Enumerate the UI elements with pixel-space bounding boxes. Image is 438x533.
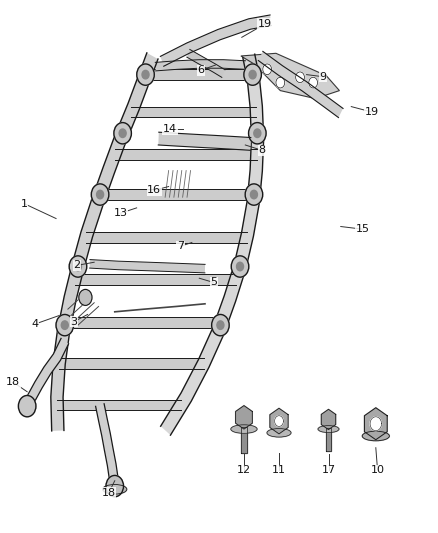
- Circle shape: [244, 64, 261, 85]
- Text: 17: 17: [322, 465, 336, 475]
- Text: 1: 1: [21, 199, 28, 208]
- Circle shape: [254, 129, 261, 138]
- Ellipse shape: [102, 484, 127, 494]
- Text: 8: 8: [258, 146, 265, 155]
- Circle shape: [142, 70, 149, 79]
- Polygon shape: [74, 274, 236, 285]
- Circle shape: [231, 256, 249, 277]
- Text: 3: 3: [70, 317, 77, 327]
- Polygon shape: [95, 404, 118, 481]
- Circle shape: [56, 314, 74, 336]
- Circle shape: [137, 64, 154, 85]
- Circle shape: [74, 262, 81, 271]
- Text: 11: 11: [272, 465, 286, 475]
- Polygon shape: [57, 400, 181, 410]
- Circle shape: [106, 475, 124, 497]
- Text: 15: 15: [356, 224, 370, 234]
- Text: 19: 19: [364, 107, 378, 117]
- Text: 6: 6: [197, 66, 204, 75]
- Polygon shape: [100, 189, 254, 200]
- Polygon shape: [187, 50, 225, 77]
- Circle shape: [212, 314, 229, 336]
- Polygon shape: [115, 149, 257, 160]
- Text: 19: 19: [258, 19, 272, 29]
- Polygon shape: [236, 406, 252, 429]
- Circle shape: [249, 70, 256, 79]
- Polygon shape: [65, 317, 221, 328]
- Polygon shape: [59, 358, 204, 369]
- Circle shape: [237, 262, 244, 271]
- Polygon shape: [275, 416, 283, 426]
- Polygon shape: [370, 417, 381, 431]
- Polygon shape: [161, 54, 264, 435]
- Circle shape: [18, 395, 36, 417]
- Circle shape: [79, 289, 92, 305]
- Text: 18: 18: [6, 377, 20, 387]
- Polygon shape: [26, 338, 69, 404]
- Polygon shape: [90, 260, 205, 273]
- Bar: [241, 427, 247, 453]
- Polygon shape: [86, 232, 247, 243]
- Polygon shape: [364, 408, 387, 440]
- Text: 18: 18: [102, 488, 116, 498]
- Polygon shape: [131, 107, 256, 117]
- Polygon shape: [155, 60, 245, 71]
- Polygon shape: [160, 15, 271, 66]
- Polygon shape: [258, 51, 343, 118]
- Ellipse shape: [231, 425, 257, 433]
- Circle shape: [91, 184, 109, 205]
- Circle shape: [296, 72, 304, 83]
- Text: 14: 14: [163, 124, 177, 134]
- Circle shape: [251, 190, 258, 199]
- Text: 5: 5: [210, 278, 217, 287]
- Polygon shape: [241, 53, 339, 99]
- Circle shape: [276, 77, 285, 88]
- Circle shape: [217, 321, 224, 329]
- Polygon shape: [321, 409, 336, 430]
- Polygon shape: [51, 53, 158, 431]
- Circle shape: [119, 129, 126, 138]
- Text: 9: 9: [320, 72, 327, 82]
- Polygon shape: [158, 132, 251, 150]
- Text: 4: 4: [32, 319, 39, 329]
- Ellipse shape: [267, 429, 291, 437]
- Circle shape: [245, 184, 263, 205]
- Circle shape: [69, 256, 87, 277]
- Circle shape: [249, 123, 266, 144]
- Polygon shape: [145, 69, 253, 80]
- Circle shape: [61, 321, 68, 329]
- Text: 16: 16: [147, 185, 161, 195]
- Text: 2: 2: [73, 261, 80, 270]
- Text: 10: 10: [371, 465, 385, 475]
- Circle shape: [309, 77, 318, 88]
- Polygon shape: [270, 408, 288, 434]
- Text: 12: 12: [237, 465, 251, 475]
- Circle shape: [96, 190, 103, 199]
- Text: 7: 7: [177, 241, 184, 251]
- Bar: [326, 428, 331, 451]
- Text: 13: 13: [113, 208, 127, 218]
- Circle shape: [263, 64, 272, 75]
- Circle shape: [114, 123, 131, 144]
- Ellipse shape: [318, 425, 339, 433]
- Ellipse shape: [362, 431, 389, 441]
